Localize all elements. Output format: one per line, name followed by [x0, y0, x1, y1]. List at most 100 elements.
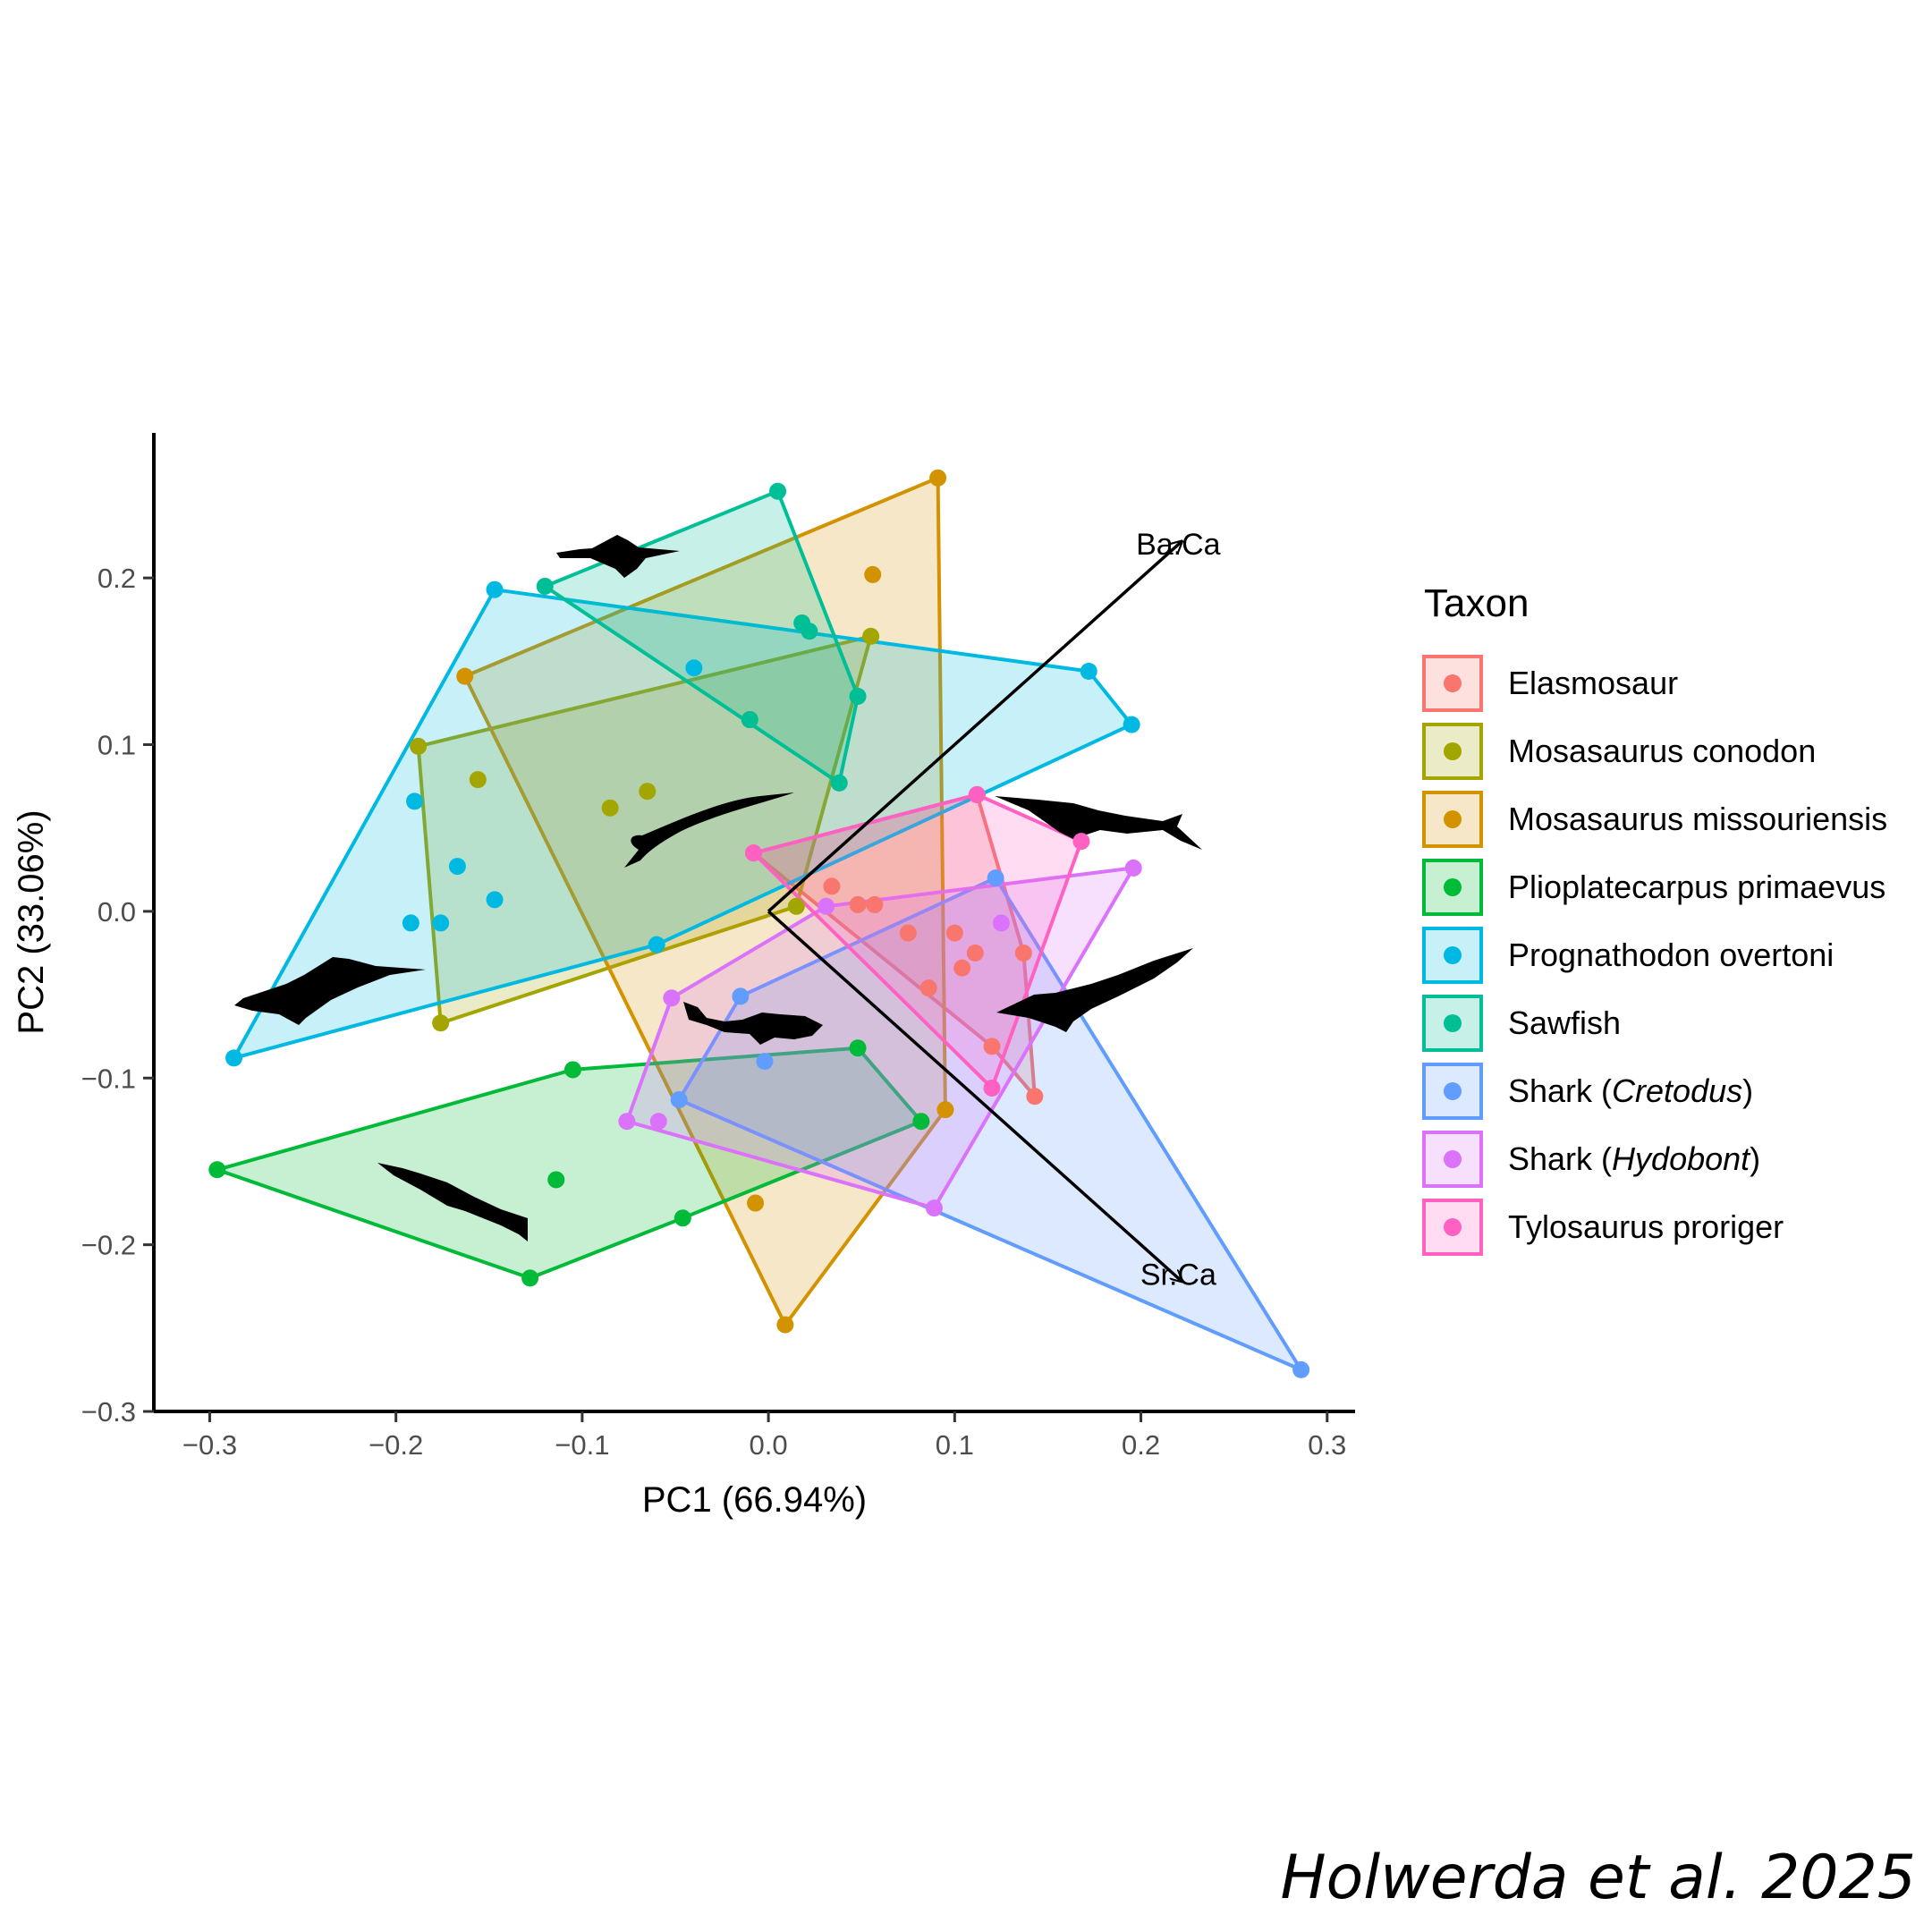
- data-point: [225, 1049, 243, 1067]
- data-point: [649, 1113, 667, 1131]
- shark-silhouette-icon: [683, 1002, 823, 1045]
- elasmosaur-silhouette-icon: [996, 948, 1193, 1032]
- legend-label: Elasmosaur: [1508, 665, 1679, 701]
- data-point: [987, 869, 1004, 887]
- data-point: [536, 577, 554, 595]
- data-point: [929, 469, 947, 487]
- legend-label: Sawfish: [1508, 1004, 1622, 1041]
- legend-key-swatch: [1422, 723, 1483, 780]
- data-point: [756, 1053, 774, 1071]
- legend-key-swatch: [1422, 1131, 1483, 1188]
- legend: Taxon Elasmosaur Mosasaurus conodon Mosasa…: [1422, 581, 1887, 1261]
- x-tick-label: −0.1: [555, 1429, 609, 1461]
- data-point: [402, 914, 419, 932]
- data-point: [945, 924, 963, 942]
- data-point: [1123, 716, 1140, 733]
- legend-label: Shark (Cretodus): [1508, 1072, 1754, 1109]
- data-point: [663, 989, 681, 1007]
- data-point: [787, 897, 805, 915]
- legend-label: Prognathodon overtoni: [1508, 936, 1835, 973]
- y-tick-label: 0.0: [97, 896, 136, 928]
- legend-item-mosasaurus-missouriensis: Mosasaurus missouriensis: [1422, 785, 1887, 853]
- data-point: [968, 785, 986, 803]
- data-point: [912, 1113, 930, 1131]
- data-point: [208, 1161, 226, 1179]
- legend-item-tylosaurus-proriger: Tylosaurus proriger: [1422, 1193, 1887, 1261]
- legend-key-dot: [1444, 1150, 1462, 1168]
- loading-label-sr-ca: Sr.Ca: [1140, 1258, 1216, 1292]
- legend-items: Elasmosaur Mosasaurus conodon Mosasaurus m…: [1422, 649, 1887, 1261]
- tylosaurus-silhouette-icon: [995, 796, 1202, 850]
- legend-key-swatch: [1422, 791, 1483, 848]
- legend-item-shark-cretodus: Shark (Cretodus): [1422, 1057, 1887, 1125]
- legend-key-swatch: [1422, 859, 1483, 916]
- data-point: [776, 1316, 794, 1334]
- legend-item-plioplatecarpus-primaevus: Plioplatecarpus primaevus: [1422, 853, 1887, 921]
- data-point: [866, 895, 884, 913]
- series-shark-hydobont: [618, 859, 1142, 1217]
- loading-arrows: Ba.Ca Sr.Ca: [767, 528, 1221, 1292]
- data-point: [547, 1171, 565, 1189]
- loading-arrow-sr-ca: [767, 910, 1182, 1282]
- data-point: [1014, 944, 1032, 962]
- data-point: [618, 1113, 636, 1131]
- series-plioplatecarpus-primaevus: [208, 1039, 930, 1287]
- legend-label: Plioplatecarpus primaevus: [1508, 869, 1886, 905]
- data-point: [521, 1269, 539, 1287]
- data-point: [862, 627, 880, 645]
- data-point: [741, 711, 758, 729]
- sawfish-silhouette-icon: [556, 535, 680, 578]
- legend-item-shark-hydobont: Shark (Hydobont): [1422, 1125, 1887, 1193]
- x-tick-label: 0.0: [750, 1429, 788, 1461]
- x-tick-label: −0.3: [182, 1429, 237, 1461]
- legend-item-sawfish: Sawfish: [1422, 989, 1887, 1057]
- legend-key-dot: [1444, 1082, 1462, 1100]
- data-point: [685, 659, 703, 677]
- data-point: [830, 774, 848, 792]
- data-point: [456, 667, 474, 685]
- data-point: [448, 858, 466, 876]
- legend-label: Mosasaurus missouriensis: [1508, 801, 1888, 837]
- data-point: [823, 877, 841, 895]
- x-axis-title: PC1 (66.94%): [642, 1480, 867, 1520]
- y-axis-title: PC2 (33.06%): [12, 809, 51, 1034]
- data-point: [486, 580, 504, 598]
- data-point: [936, 1101, 954, 1119]
- data-point: [925, 1199, 943, 1217]
- y-tick-label: −0.2: [81, 1230, 136, 1261]
- mosasaur-silhouette-icon: [624, 792, 794, 868]
- hull-shark-hydobont: [624, 866, 1136, 1210]
- loading-label-ba-ca: Ba.Ca: [1136, 528, 1221, 562]
- data-point: [639, 783, 657, 801]
- data-point: [674, 1209, 691, 1227]
- series-shark-cretodus: [670, 869, 1310, 1378]
- data-point: [849, 687, 867, 705]
- legend-label: Tylosaurus proriger: [1508, 1208, 1784, 1245]
- data-point: [864, 565, 882, 583]
- x-tick-label: 0.3: [1308, 1429, 1346, 1461]
- data-point: [818, 897, 835, 915]
- credit-text: Holwerda et al. 2025: [1280, 1843, 1916, 1913]
- taxon-silhouettes: [234, 535, 1202, 1241]
- data-point: [670, 1090, 688, 1108]
- legend-key-swatch: [1422, 1199, 1483, 1256]
- data-point: [769, 482, 787, 500]
- legend-key-swatch: [1422, 995, 1483, 1052]
- legend-label: Shark (Hydobont): [1508, 1140, 1761, 1177]
- legend-key-dot: [1444, 742, 1462, 760]
- data-point: [486, 891, 504, 909]
- data-point: [747, 1194, 765, 1212]
- series-mosasaurus-conodon: [410, 627, 880, 1032]
- x-tick-label: −0.2: [369, 1429, 423, 1461]
- legend-key-swatch: [1422, 1063, 1483, 1120]
- loading-arrow-ba-ca: [767, 541, 1182, 913]
- data-point: [1124, 859, 1142, 877]
- data-point: [919, 979, 937, 997]
- data-point: [410, 737, 428, 755]
- series-tylosaurus-proriger: [744, 785, 1090, 1097]
- y-tick-label: −0.3: [81, 1396, 136, 1428]
- legend-key-dot: [1444, 878, 1462, 896]
- data-point: [899, 924, 917, 942]
- prognathodon-silhouette-icon: [234, 957, 426, 1025]
